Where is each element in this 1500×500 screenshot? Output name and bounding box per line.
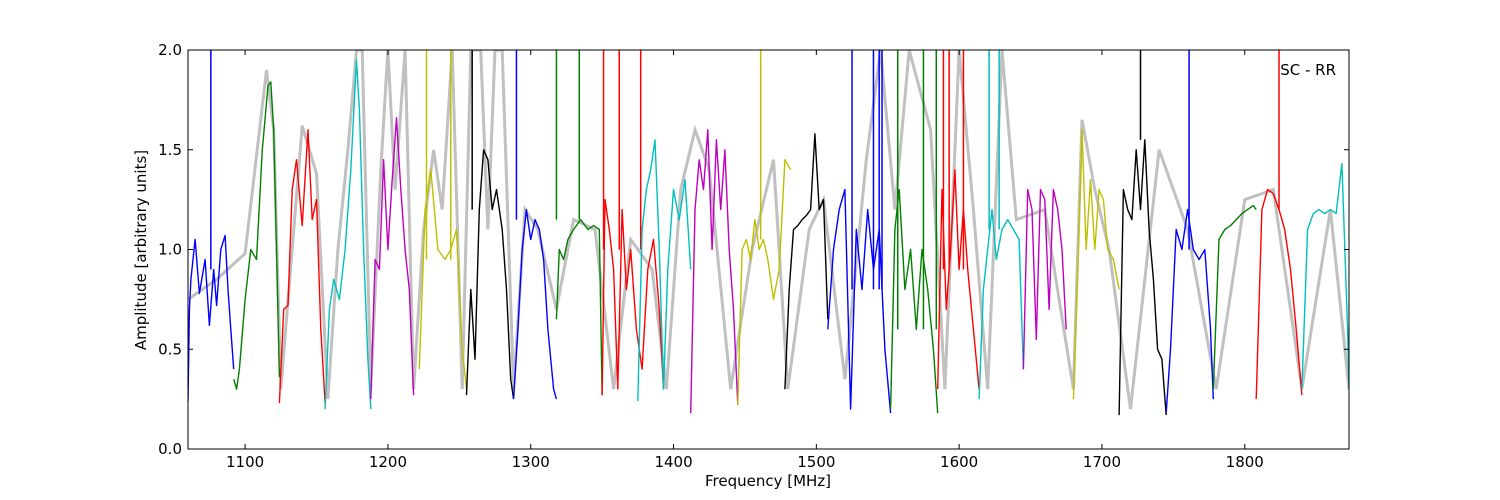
series-line xyxy=(188,234,235,402)
series-line xyxy=(233,81,281,390)
series-line xyxy=(278,129,326,404)
series-9 xyxy=(601,50,665,396)
series-line xyxy=(827,188,892,414)
series-7 xyxy=(512,50,558,400)
series-line xyxy=(512,208,558,400)
corner-annotation: SC - RR xyxy=(1280,61,1336,79)
series-2 xyxy=(278,129,326,404)
background-series xyxy=(188,50,1349,410)
series-line xyxy=(978,208,1025,400)
series-20 xyxy=(1118,50,1167,416)
series-19 xyxy=(1072,129,1120,400)
x-tick-label: 1200 xyxy=(369,453,407,471)
series-line xyxy=(1022,188,1067,370)
series-23 xyxy=(1255,50,1303,400)
y-axis-ticks: 0.0 0.5 1.0 1.5 2.0 xyxy=(158,41,1349,458)
series-6 xyxy=(465,50,515,400)
x-tick-label: 1800 xyxy=(1226,453,1264,471)
series-line xyxy=(1118,139,1167,416)
y-tick-label: 1.5 xyxy=(158,141,182,159)
series-line xyxy=(1301,162,1349,390)
y-axis-label: Amplitude [arbitrary units] xyxy=(132,150,150,350)
series-18 xyxy=(1022,188,1067,370)
series-21 xyxy=(1165,50,1214,414)
series-line xyxy=(324,59,372,410)
series-line xyxy=(465,149,515,400)
series-24 xyxy=(1301,162,1349,390)
x-axis-ticks: 1100 1200 1300 1400 1500 1600 1700 1800 xyxy=(226,50,1264,471)
x-axis-label: Frequency [MHz] xyxy=(705,472,831,490)
series-12 xyxy=(737,50,792,406)
series-10 xyxy=(637,139,692,402)
series-3 xyxy=(324,59,372,410)
background-line xyxy=(188,50,1349,410)
series-line xyxy=(370,117,415,400)
x-tick-label: 1400 xyxy=(654,453,692,471)
series-22 xyxy=(1212,204,1257,390)
series-layer xyxy=(188,50,1349,416)
series-line xyxy=(555,218,603,396)
series-16 xyxy=(937,50,980,390)
series-0 xyxy=(188,50,235,402)
series-5 xyxy=(418,50,468,390)
series-line xyxy=(1165,208,1214,414)
series-13 xyxy=(784,133,829,390)
series-line xyxy=(690,129,739,414)
series-line xyxy=(737,158,792,406)
series-17 xyxy=(978,50,1025,400)
series-line xyxy=(1212,204,1257,390)
series-15 xyxy=(889,50,939,414)
series-line xyxy=(637,139,692,402)
series-11 xyxy=(690,129,739,414)
x-tick-label: 1500 xyxy=(797,453,835,471)
y-tick-label: 2.0 xyxy=(158,41,182,59)
x-tick-label: 1700 xyxy=(1083,453,1121,471)
series-14 xyxy=(827,50,892,414)
x-tick-label: 1600 xyxy=(940,453,978,471)
y-tick-label: 1.0 xyxy=(158,241,182,259)
series-1 xyxy=(233,81,281,390)
plot-area xyxy=(188,50,1349,416)
x-tick-label: 1300 xyxy=(512,453,550,471)
series-line xyxy=(601,198,665,396)
series-line xyxy=(1072,129,1120,400)
y-tick-label: 0.5 xyxy=(158,340,182,358)
series-4 xyxy=(370,117,415,400)
x-tick-label: 1100 xyxy=(226,453,264,471)
y-tick-label: 0.0 xyxy=(158,440,182,458)
series-line xyxy=(784,133,829,390)
series-8 xyxy=(555,50,603,396)
